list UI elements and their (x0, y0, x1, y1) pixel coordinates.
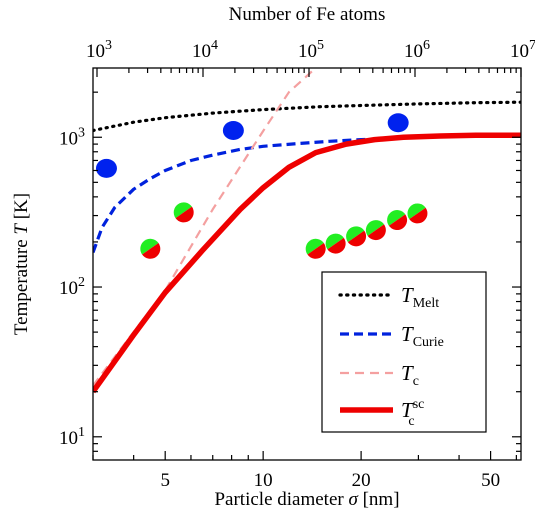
solid-marker-2 (222, 120, 244, 140)
y-tick-label-100: 102 (59, 275, 85, 299)
legend-item-1: TMelt (338, 283, 439, 311)
series-line-3 (93, 68, 317, 387)
split-marker-5 (173, 202, 194, 223)
top-tick-label-100000: 105 (298, 38, 324, 62)
top-tick-label-1000000: 106 (404, 38, 430, 62)
y-axis-title-text: Temperature (11, 239, 32, 335)
y-tick-label-10: 101 (59, 425, 85, 449)
legend-label-2: TCurie (401, 322, 444, 350)
split-marker-6 (305, 238, 326, 259)
x-tick-label-50: 50 (481, 470, 500, 491)
legend-label-1: TMelt (401, 283, 439, 311)
split-marker-9 (365, 220, 386, 241)
x-tick-label-20: 20 (352, 470, 371, 491)
ticks-layer (92, 68, 522, 460)
x-axis-title-text: Particle diameter (214, 489, 344, 510)
solid-marker-3 (387, 113, 409, 133)
split-marker-11 (407, 203, 428, 224)
y-axis-symbol: T (11, 223, 32, 235)
split-marker-4 (140, 238, 161, 259)
x-axis-symbol: σ (348, 489, 358, 510)
x-tick-label-10: 10 (254, 470, 273, 491)
top-tick-label-10000: 104 (192, 38, 218, 62)
solid-marker-1 (95, 158, 117, 178)
legend-item-2: TCurie (340, 322, 444, 350)
legend-item-3: Tc (340, 361, 419, 389)
markers-layer (95, 113, 428, 259)
split-marker-8 (346, 226, 367, 247)
y-tick-label-1000: 103 (59, 125, 85, 149)
top-tick-label-1000: 103 (86, 38, 112, 62)
y-axis-unit: [K] (11, 193, 32, 219)
x-tick-label-5: 5 (160, 470, 170, 491)
series-layer (93, 68, 521, 394)
series-line-1 (93, 100, 521, 133)
top-tick-label-10000000: 107 (510, 38, 535, 62)
x-axis-unit: [nm] (363, 489, 400, 510)
split-marker-7 (325, 233, 346, 254)
plot-frame (92, 67, 522, 461)
legend-label-3: Tc (401, 361, 419, 389)
legend: TMelt TCurie Tc Tsc c (321, 271, 487, 433)
legend-item-4: Tsc c (340, 397, 424, 429)
top-axis-title: Number of Fe atoms (229, 4, 386, 25)
tick-labels-layer: 5 10 20 50 101 102 103 103 104 105 106 107 (59, 38, 535, 491)
legend-label-4: Tsc c (401, 397, 424, 429)
legend-box (321, 271, 487, 433)
y-axis-title: Temperature T [K] (11, 193, 32, 335)
x-axis-title: Particle diameter σ [nm] (214, 489, 399, 510)
series-line-4 (93, 132, 521, 394)
split-marker-10 (387, 210, 408, 231)
